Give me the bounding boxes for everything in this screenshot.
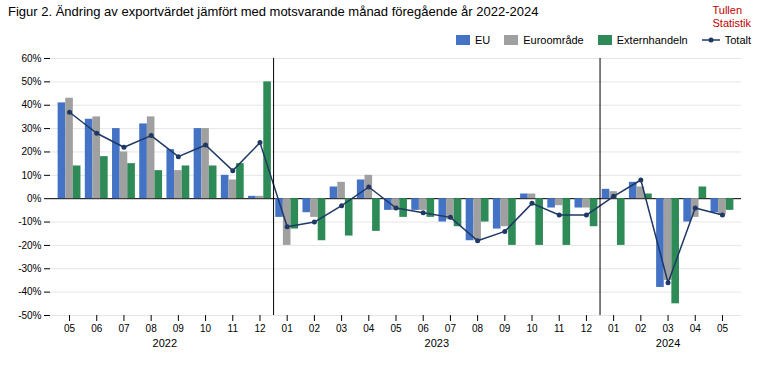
svg-text:10%: 10% — [21, 170, 41, 181]
svg-text:11: 11 — [228, 323, 239, 334]
svg-text:10: 10 — [526, 323, 538, 334]
svg-text:03: 03 — [662, 323, 674, 334]
svg-text:09: 09 — [499, 323, 511, 334]
svg-text:02: 02 — [309, 323, 321, 334]
svg-text:50%: 50% — [21, 76, 41, 87]
html-text:Figur 2. Ändring av exportvärd: Figur 2. Ändring av exportvärdet jämfört… — [8, 4, 539, 19]
svg-text:-10%: -10% — [18, 216, 41, 227]
svg-text:2022: 2022 — [153, 337, 177, 349]
svg-text:01: 01 — [608, 323, 620, 334]
svg-text:11: 11 — [554, 323, 565, 334]
svg-text:05: 05 — [64, 323, 76, 334]
svg-text:20%: 20% — [21, 146, 41, 157]
svg-text:07: 07 — [118, 323, 130, 334]
html-text:Euroområde: Euroområde — [523, 34, 584, 46]
svg-text:-20%: -20% — [18, 240, 41, 251]
svg-text:40%: 40% — [21, 99, 41, 110]
svg-text:02: 02 — [635, 323, 647, 334]
svg-text:07: 07 — [445, 323, 457, 334]
svg-text:2024: 2024 — [656, 337, 680, 349]
html-text:Tullen Statistik: Tullen Statistik — [712, 4, 751, 29]
svg-text:03: 03 — [336, 323, 348, 334]
svg-text:-30%: -30% — [18, 263, 41, 274]
svg-text:2023: 2023 — [425, 337, 449, 349]
svg-text:06: 06 — [91, 323, 103, 334]
svg-text:05: 05 — [390, 323, 402, 334]
svg-text:04: 04 — [363, 323, 375, 334]
svg-text:12: 12 — [254, 323, 266, 334]
svg-text:0%: 0% — [27, 193, 42, 204]
svg-text:04: 04 — [690, 323, 702, 334]
svg-text:60%: 60% — [21, 53, 41, 64]
svg-text:08: 08 — [472, 323, 484, 334]
svg-text:-40%: -40% — [18, 286, 41, 297]
svg-text:30%: 30% — [21, 123, 41, 134]
svg-text:08: 08 — [146, 323, 158, 334]
svg-text:12: 12 — [581, 323, 593, 334]
svg-text:01: 01 — [282, 323, 294, 334]
html-text:Totalt: Totalt — [724, 34, 751, 46]
svg-text:10: 10 — [200, 323, 212, 334]
svg-text:05: 05 — [717, 323, 729, 334]
svg-text:09: 09 — [173, 323, 185, 334]
svg-text:-50%: -50% — [18, 310, 41, 321]
html-text:EU: EU — [474, 34, 491, 46]
html-text:Externhandeln: Externhandeln — [616, 34, 688, 46]
svg-text:06: 06 — [418, 323, 430, 334]
